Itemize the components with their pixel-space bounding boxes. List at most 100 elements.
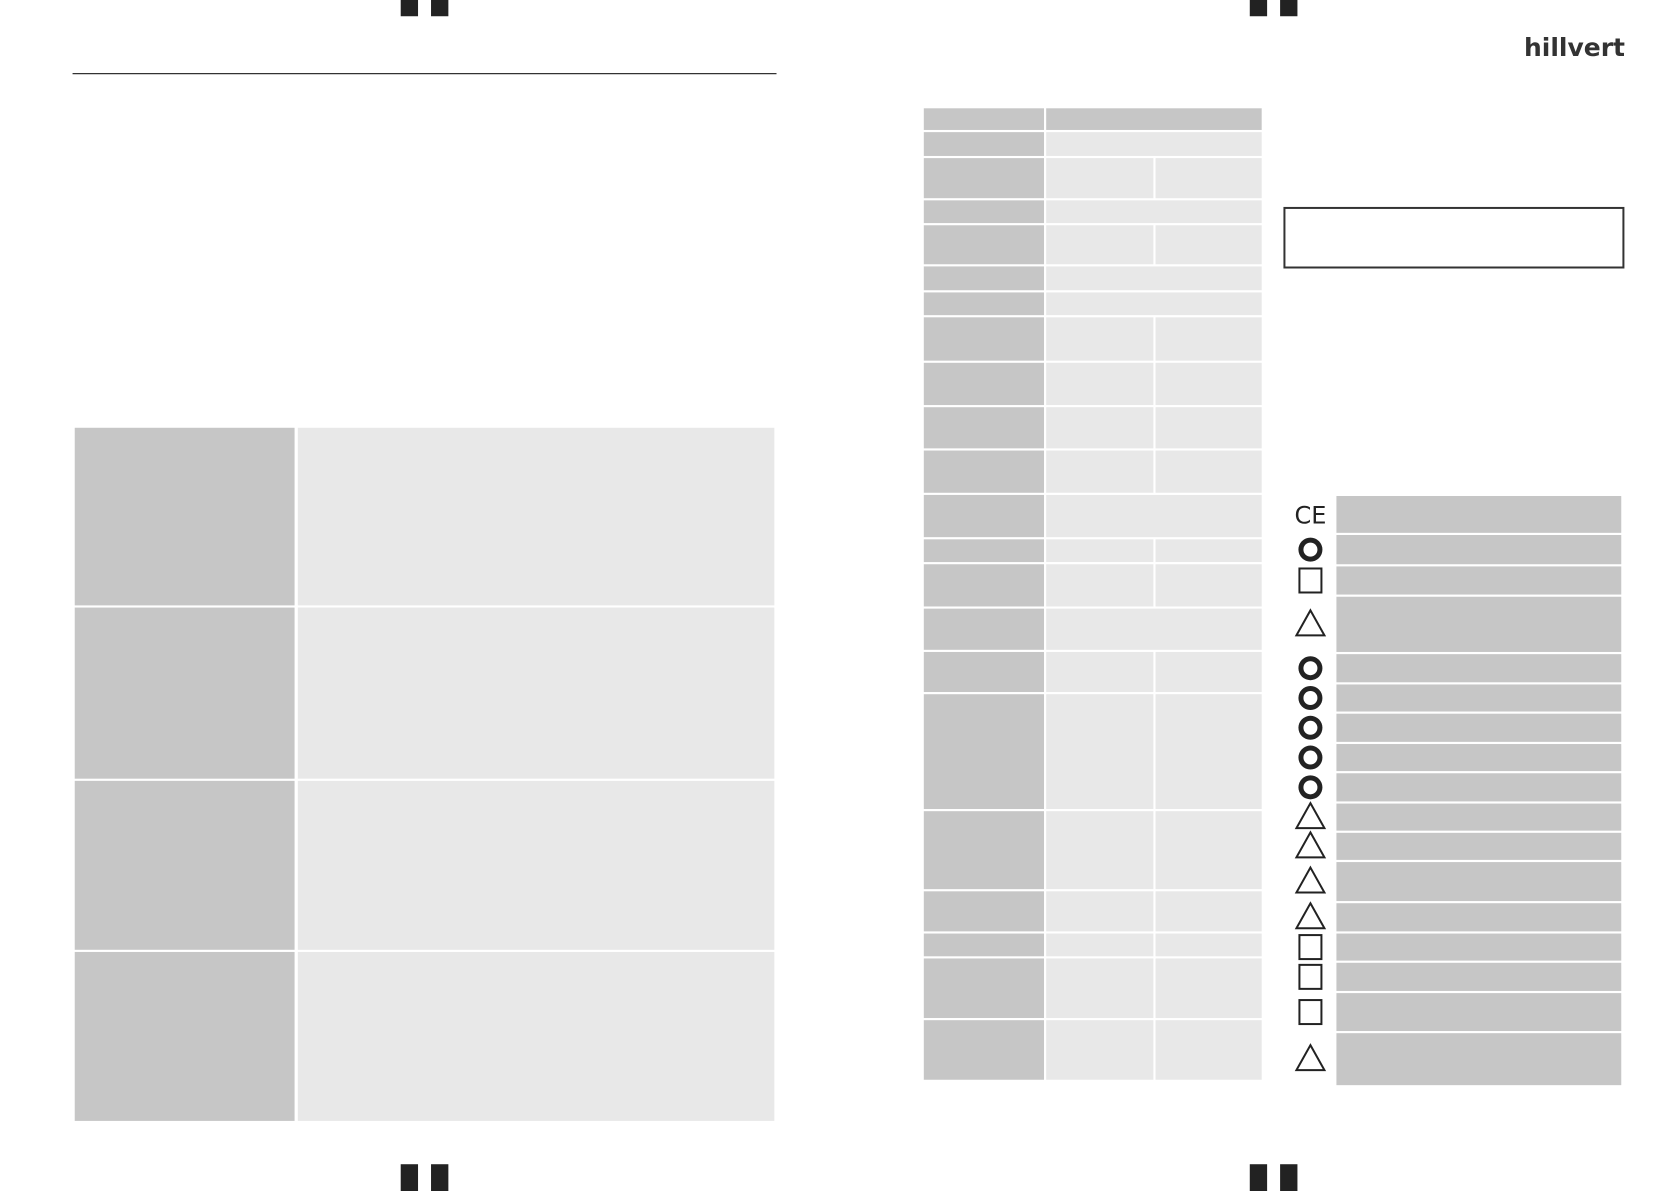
symbol-description-cell	[1336, 803, 1622, 831]
ce-icon: CE	[1294, 501, 1326, 529]
spec-label-cell	[923, 132, 1045, 156]
table-text-cell	[297, 427, 775, 606]
table-text-cell	[297, 607, 775, 779]
symbol-description-cell	[1336, 566, 1622, 595]
spec-value-cell	[1046, 450, 1154, 493]
crop-mark	[400, 1164, 419, 1191]
spec-label-cell	[923, 317, 1045, 361]
warning-icon	[1294, 801, 1327, 830]
spec-value-cell	[1046, 200, 1262, 224]
spec-value-cell	[1046, 539, 1154, 563]
spec-label-cell	[923, 539, 1045, 563]
warning-icon	[1294, 830, 1327, 859]
table-label-cell	[74, 607, 295, 779]
symbol-description-cell	[1336, 903, 1622, 932]
spec-value-cell	[1155, 407, 1262, 449]
spec-label-cell	[923, 933, 1045, 957]
symbol-description-cell	[1336, 496, 1622, 533]
symbol-description-cell	[1336, 596, 1622, 652]
symbol-description-cell	[1336, 535, 1622, 565]
symbol-description-cell	[1336, 713, 1622, 742]
crop-mark	[400, 0, 419, 17]
spec-label-cell	[923, 450, 1045, 493]
symbol-description-cell	[1336, 684, 1622, 712]
symbol-description-cell	[1336, 832, 1622, 860]
spec-value-cell	[1155, 158, 1262, 199]
spec-value-cell	[1046, 494, 1262, 538]
table-label-cell	[74, 951, 295, 1121]
spec-value-cell	[1046, 1020, 1154, 1080]
mandatory-icon-inner	[1303, 750, 1318, 765]
spec-label-cell	[923, 651, 1045, 693]
mandatory-icon-inner	[1303, 780, 1318, 795]
spec-value-cell	[1046, 292, 1262, 316]
spec-value-cell	[1046, 811, 1154, 890]
spec-value-cell	[1155, 651, 1262, 693]
spec-value-cell	[1046, 317, 1154, 361]
spec-value-cell	[1155, 811, 1262, 890]
spec-value-cell	[1155, 317, 1262, 361]
spec-value-cell	[1046, 225, 1154, 265]
symbol-description-cell	[1336, 962, 1622, 991]
warning-icon	[1294, 1043, 1327, 1072]
crop-mark	[1249, 1164, 1268, 1191]
spec-value-cell	[1046, 651, 1154, 693]
info-icon	[1298, 999, 1323, 1026]
spec-label-cell	[923, 564, 1045, 607]
spec-value-cell	[1155, 539, 1262, 563]
symbol-description-cell	[1336, 744, 1622, 772]
spec-value-cell	[1155, 1020, 1262, 1080]
spec-label-cell	[923, 266, 1045, 291]
spec-value-cell	[1155, 564, 1262, 607]
brand-logo: hillvert	[1524, 33, 1625, 62]
spec-value-cell	[1046, 266, 1262, 291]
spec-value-cell	[1046, 108, 1262, 130]
crop-mark	[1280, 0, 1298, 17]
mandatory-icon-inner	[1303, 661, 1318, 676]
spec-label-cell	[923, 1020, 1045, 1080]
spec-label-cell	[923, 225, 1045, 265]
spec-value-cell	[1155, 362, 1262, 406]
info-icon	[1298, 567, 1323, 594]
crop-mark	[1249, 0, 1268, 17]
spec-label-cell	[923, 362, 1045, 406]
notice-box	[1283, 206, 1625, 269]
warning-icon	[1294, 608, 1327, 637]
spec-value-cell	[1155, 891, 1262, 932]
crop-mark	[431, 1164, 449, 1191]
table-text-cell	[297, 780, 775, 950]
spec-value-cell	[1155, 450, 1262, 493]
spec-value-cell	[1046, 407, 1154, 449]
spec-value-cell	[1046, 694, 1154, 810]
symbol-description-cell	[1336, 993, 1622, 1032]
info-icon	[1298, 963, 1323, 990]
mandatory-icon-inner	[1303, 690, 1318, 705]
spec-value-cell	[1046, 132, 1262, 156]
spec-value-cell	[1046, 608, 1262, 650]
symbol-description-cell	[1336, 933, 1622, 961]
spec-value-cell	[1046, 564, 1154, 607]
spec-label-cell	[923, 108, 1045, 130]
spec-label-cell	[923, 811, 1045, 890]
symbol-description-cell	[1336, 773, 1622, 802]
symbol-description-cell	[1336, 862, 1622, 902]
table-text-cell	[297, 951, 775, 1121]
spec-label-cell	[923, 958, 1045, 1019]
spec-value-cell	[1046, 891, 1154, 932]
spec-label-cell	[923, 292, 1045, 316]
table-label-cell	[74, 427, 295, 606]
spec-value-cell	[1046, 958, 1154, 1019]
mandatory-icon-inner	[1303, 720, 1318, 735]
spec-label-cell	[923, 608, 1045, 650]
spec-value-cell	[1155, 933, 1262, 957]
spec-label-cell	[923, 158, 1045, 199]
spec-label-cell	[923, 891, 1045, 932]
spec-value-cell	[1155, 225, 1262, 265]
spec-value-cell	[1046, 362, 1154, 406]
symbol-description-cell	[1336, 1033, 1622, 1086]
warning-icon	[1294, 901, 1327, 930]
spec-label-cell	[923, 407, 1045, 449]
info-icon	[1298, 934, 1323, 961]
